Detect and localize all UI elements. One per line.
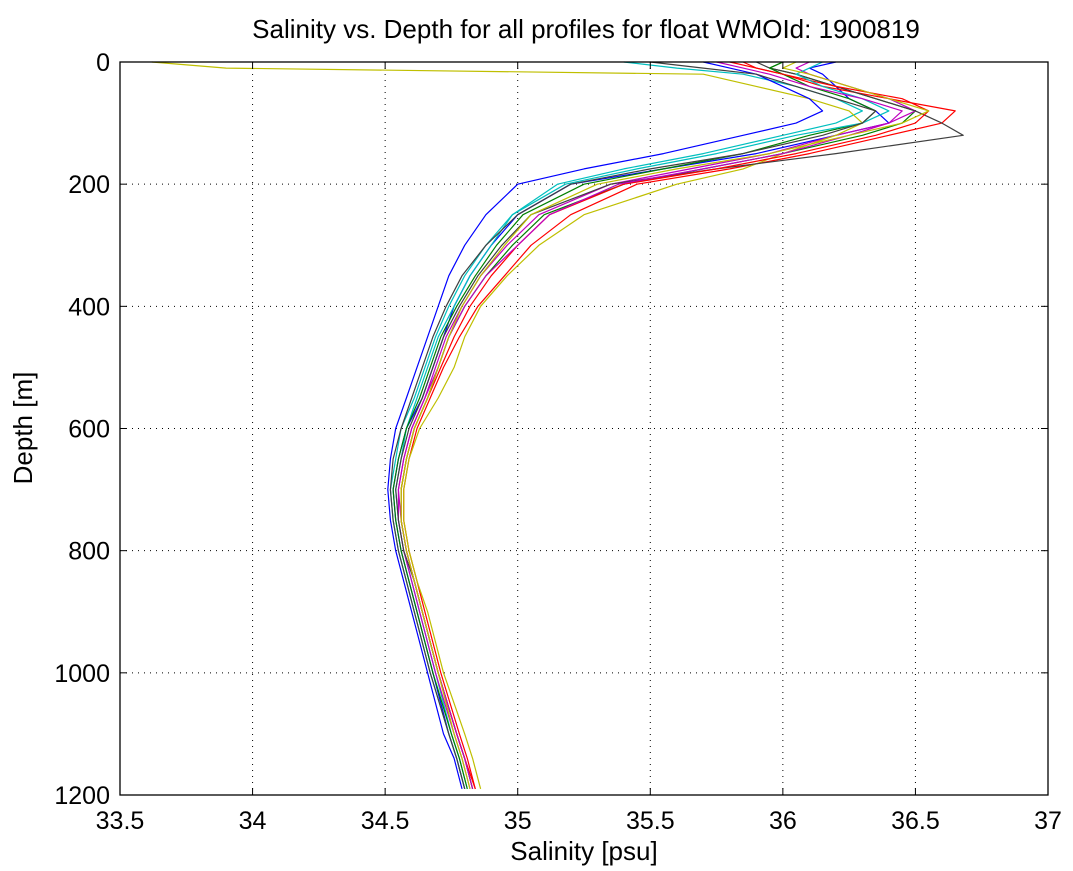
x-axis-label: Salinity [psu] <box>510 836 657 866</box>
x-tick-label: 36 <box>769 807 797 835</box>
x-tick-label: 34.5 <box>361 807 410 835</box>
y-tick-label: 0 <box>96 49 110 77</box>
profile-line-13 <box>400 61 930 790</box>
x-tick-label: 35 <box>504 807 532 835</box>
y-tick-label: 200 <box>68 171 110 199</box>
y-tick-label: 1000 <box>54 660 110 688</box>
axes-box <box>119 61 1049 796</box>
profile-line-6 <box>151 61 864 790</box>
y-tick-label: 800 <box>68 538 110 566</box>
profiles <box>151 61 964 790</box>
profile-line-8 <box>387 61 824 790</box>
y-tick-label: 1200 <box>54 782 110 810</box>
x-tick-label: 37 <box>1034 807 1062 835</box>
x-tick-label: 35.5 <box>626 807 675 835</box>
profile-line-9 <box>392 61 877 790</box>
y-axis-label: Depth [m] <box>8 372 38 485</box>
profile-line-5 <box>397 61 917 790</box>
y-tick-label: 400 <box>68 293 110 321</box>
x-tick-label: 36.5 <box>891 807 940 835</box>
x-tick-label: 33.5 <box>96 807 145 835</box>
x-tick-label: 34 <box>239 807 267 835</box>
grid <box>120 62 1048 795</box>
chart-title: Salinity vs. Depth for all profiles for … <box>252 14 920 44</box>
y-tick-label: 600 <box>68 416 110 444</box>
x-axis-ticks: 33.5 34 34.5 35 35.5 36 36.5 37 <box>96 62 1062 835</box>
profile-line-2 <box>400 61 917 790</box>
y-axis-ticks: 0 200 400 600 800 1000 1200 <box>54 49 1048 810</box>
profile-line-14 <box>389 61 877 790</box>
profile-line-3 <box>403 61 956 790</box>
